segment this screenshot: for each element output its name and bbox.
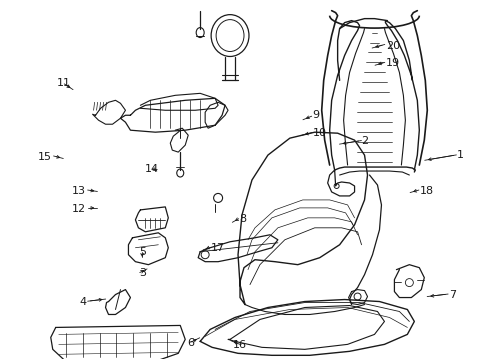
Text: 13: 13	[72, 186, 86, 196]
Text: 15: 15	[38, 152, 52, 162]
Text: 10: 10	[312, 129, 326, 138]
Text: 19: 19	[385, 58, 399, 68]
Text: 17: 17	[210, 243, 224, 253]
Text: 5: 5	[139, 247, 145, 257]
Text: 7: 7	[448, 290, 455, 300]
Text: 14: 14	[144, 164, 159, 174]
Text: 6: 6	[187, 338, 194, 348]
Text: 9: 9	[312, 111, 319, 121]
Text: 3: 3	[139, 268, 145, 278]
Text: 20: 20	[385, 41, 399, 50]
Text: 18: 18	[419, 186, 433, 196]
Text: 11: 11	[57, 78, 71, 88]
Text: 1: 1	[455, 150, 463, 160]
Text: 4: 4	[79, 297, 86, 307]
Text: 16: 16	[232, 340, 246, 350]
Text: 8: 8	[239, 215, 246, 224]
Text: 2: 2	[361, 136, 368, 145]
Text: 12: 12	[72, 204, 86, 214]
